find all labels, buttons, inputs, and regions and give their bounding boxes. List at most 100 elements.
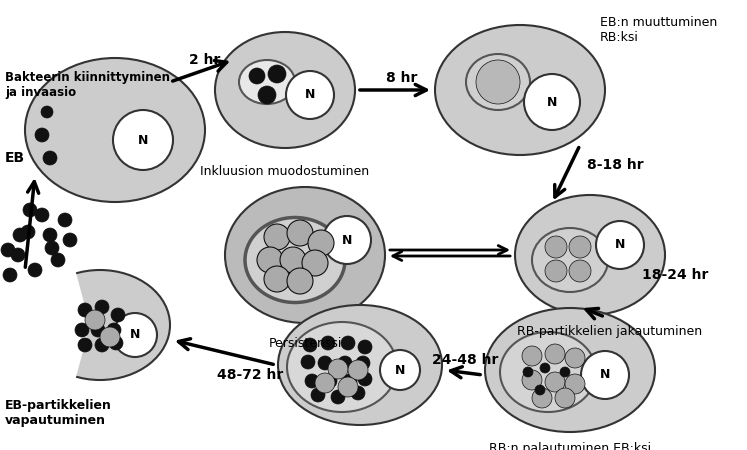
Text: N: N [547,95,557,108]
Circle shape [95,300,109,314]
Text: Inkluusion muodostuminen: Inkluusion muodostuminen [200,165,370,178]
Circle shape [301,355,315,369]
Circle shape [323,374,337,388]
Circle shape [35,128,49,142]
Circle shape [545,344,565,364]
Circle shape [13,228,27,242]
Circle shape [75,323,89,337]
Circle shape [358,340,372,354]
Circle shape [358,372,372,386]
Circle shape [569,260,591,282]
Circle shape [356,356,370,370]
Text: Bakteerin kiinnittyminen
ja invaasio: Bakteerin kiinnittyminen ja invaasio [5,71,170,99]
Circle shape [565,348,585,368]
Circle shape [1,243,15,257]
Ellipse shape [215,32,355,148]
Circle shape [341,336,355,350]
Circle shape [522,370,542,390]
Circle shape [303,338,317,352]
Circle shape [328,359,348,379]
Circle shape [43,228,57,242]
Circle shape [338,377,358,397]
Circle shape [545,372,565,392]
Text: N: N [600,369,610,382]
Circle shape [535,385,545,395]
Text: 8-18 hr: 8-18 hr [586,158,643,172]
Circle shape [113,313,157,357]
Text: RB-partikkelien jakautuminen: RB-partikkelien jakautuminen [518,325,703,338]
Circle shape [323,216,371,264]
Circle shape [43,151,57,165]
Circle shape [343,374,357,388]
Circle shape [51,253,65,267]
Circle shape [311,388,325,402]
Text: N: N [305,89,315,102]
Text: EB-partikkelien
vapautuminen: EB-partikkelien vapautuminen [5,399,112,427]
Ellipse shape [287,322,397,412]
Text: N: N [615,238,625,252]
Ellipse shape [435,25,605,155]
Ellipse shape [485,308,655,432]
Text: EB: EB [5,151,25,165]
Circle shape [111,308,125,322]
Circle shape [286,71,334,119]
Circle shape [338,356,352,370]
Circle shape [302,250,328,276]
Text: 18-24 hr: 18-24 hr [642,268,708,282]
Circle shape [581,351,629,399]
Circle shape [63,233,77,247]
Circle shape [264,266,290,292]
Circle shape [545,260,567,282]
Circle shape [3,268,17,282]
Text: 48-72 hr: 48-72 hr [217,368,283,382]
Circle shape [35,208,49,222]
Circle shape [305,374,319,388]
Ellipse shape [25,58,205,202]
Ellipse shape [466,54,530,110]
Circle shape [258,86,276,104]
Ellipse shape [245,217,345,302]
Circle shape [331,390,345,404]
Circle shape [91,323,105,337]
Circle shape [95,338,109,352]
Text: Persistenssi: Persistenssi [268,337,341,350]
Ellipse shape [30,270,170,380]
Ellipse shape [515,195,665,315]
Circle shape [100,327,120,347]
Circle shape [287,268,313,294]
Circle shape [109,336,123,350]
Circle shape [249,68,265,84]
Circle shape [264,224,290,250]
Ellipse shape [239,60,295,104]
Circle shape [318,356,332,370]
Circle shape [45,241,59,255]
Circle shape [315,373,335,393]
Text: N: N [130,328,140,342]
Text: N: N [395,364,405,377]
Circle shape [476,60,520,104]
Ellipse shape [500,332,596,412]
Circle shape [287,220,313,246]
Circle shape [523,367,533,377]
Circle shape [565,374,585,394]
Circle shape [11,248,25,262]
Circle shape [321,336,335,350]
Circle shape [28,263,42,277]
Text: N: N [137,134,148,147]
Ellipse shape [278,305,442,425]
Ellipse shape [532,228,608,292]
Circle shape [351,386,365,400]
Circle shape [85,310,105,330]
Text: 8 hr: 8 hr [386,71,418,85]
Text: N: N [342,234,352,247]
Text: 2 hr: 2 hr [189,53,220,67]
Circle shape [268,65,286,83]
Circle shape [540,363,550,373]
Circle shape [113,110,173,170]
Circle shape [555,388,575,408]
Wedge shape [25,262,90,388]
Circle shape [280,247,306,273]
Circle shape [257,247,283,273]
Circle shape [308,230,334,256]
Ellipse shape [225,187,385,323]
